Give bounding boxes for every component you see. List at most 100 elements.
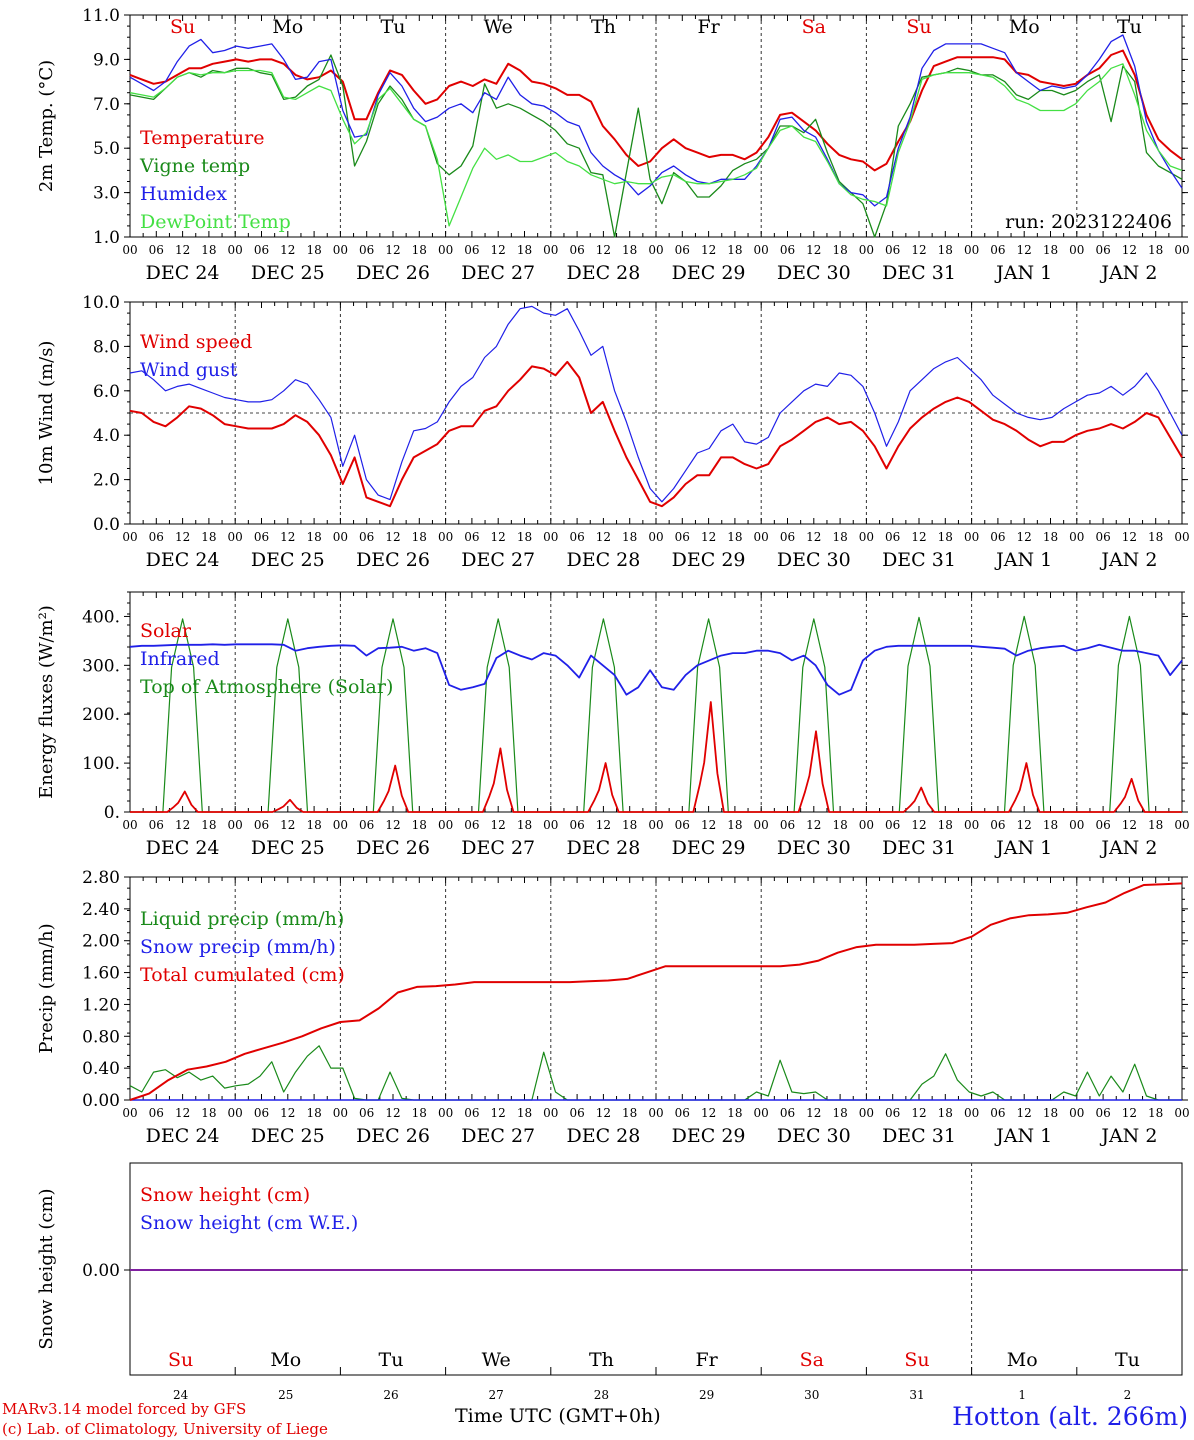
hour-tick-label: 18 [1148, 1106, 1163, 1120]
day-number: 24 [173, 1388, 189, 1402]
y-tick-label: 0.00 [82, 1091, 120, 1111]
credit-line-model: MARv3.14 model forced by GFS [2, 1400, 247, 1418]
day-name: Tu [1117, 16, 1142, 38]
hour-tick-label: 00 [228, 818, 243, 832]
hour-tick-label: 12 [1122, 1106, 1137, 1120]
day-name: Mo [272, 16, 303, 38]
hour-tick-label: 00 [754, 818, 769, 832]
hour-tick-label: 18 [938, 530, 953, 544]
hour-tick-label: 06 [254, 1106, 269, 1120]
hour-tick-label: 18 [727, 818, 742, 832]
date-label: DEC 29 [672, 549, 746, 571]
legend-entry: Solar [140, 620, 192, 642]
hour-tick-label: 00 [859, 243, 874, 257]
hour-tick-label: 06 [569, 818, 584, 832]
hour-tick-label: 06 [464, 530, 479, 544]
hour-tick-label: 12 [911, 1106, 926, 1120]
y-axis-label: 2m Temp. (°C) [36, 60, 57, 192]
day-number: 31 [909, 1388, 924, 1402]
hour-tick-label: 12 [175, 243, 190, 257]
legend-entry: Wind speed [140, 331, 252, 353]
series-line-dewpoint-temp [129, 63, 1183, 227]
date-label: JAN 1 [994, 262, 1052, 284]
legend-entry: Top of Atmosphere (Solar) [140, 676, 393, 698]
hour-tick-label: 06 [569, 530, 584, 544]
hour-tick-label: 18 [201, 818, 216, 832]
date-label: DEC 27 [461, 1125, 535, 1147]
hour-tick-label: 06 [1095, 818, 1110, 832]
hour-tick-label: 00 [122, 530, 137, 544]
y-tick-label: 400. [82, 607, 120, 627]
hour-tick-label: 06 [254, 818, 269, 832]
date-label: DEC 25 [251, 837, 325, 859]
date-label: JAN 2 [1099, 837, 1157, 859]
date-label: DEC 31 [882, 1125, 956, 1147]
hour-tick-label: 00 [122, 243, 137, 257]
day-name: Sa [800, 1349, 824, 1371]
date-label: DEC 29 [672, 262, 746, 284]
hour-tick-label: 00 [754, 530, 769, 544]
day-number: 28 [594, 1388, 609, 1402]
y-tick-label: 2.00 [82, 932, 120, 952]
date-label: JAN 1 [994, 549, 1052, 571]
y-tick-label: 10.0 [82, 293, 120, 313]
hour-tick-label: 12 [701, 243, 716, 257]
hour-tick-label: 00 [333, 818, 348, 832]
hour-tick-label: 06 [149, 1106, 164, 1120]
date-label: DEC 25 [251, 1125, 325, 1147]
hour-tick-label: 18 [938, 243, 953, 257]
y-tick-label: 3.0 [93, 184, 120, 204]
hour-tick-label: 18 [938, 1106, 953, 1120]
hour-tick-label: 18 [201, 530, 216, 544]
y-tick-label: 300. [82, 656, 120, 676]
hour-tick-label: 12 [175, 1106, 190, 1120]
date-label: DEC 24 [146, 549, 220, 571]
hour-tick-label: 12 [1017, 530, 1032, 544]
hour-tick-label: 00 [1069, 243, 1084, 257]
hour-tick-label: 12 [1017, 1106, 1032, 1120]
y-axis-label: Snow height (cm) [36, 1188, 57, 1349]
hour-tick-label: 18 [517, 243, 532, 257]
y-tick-label: 0.40 [82, 1059, 120, 1079]
date-label: DEC 31 [882, 549, 956, 571]
date-label: DEC 28 [566, 837, 640, 859]
hour-tick-label: 06 [149, 243, 164, 257]
day-name: Su [170, 16, 195, 38]
legend-entry: Snow height (cm W.E.) [140, 1212, 358, 1234]
hour-tick-label: 00 [1069, 818, 1084, 832]
hour-tick-label: 18 [1043, 530, 1058, 544]
hour-tick-label: 18 [517, 530, 532, 544]
day-name: Mo [1009, 16, 1040, 38]
y-tick-label: 1.60 [82, 964, 120, 984]
hour-tick-label: 18 [727, 530, 742, 544]
hour-tick-label: 18 [622, 530, 637, 544]
hour-tick-label: 18 [306, 243, 321, 257]
date-label: DEC 28 [566, 262, 640, 284]
date-label: JAN 1 [994, 1125, 1052, 1147]
y-tick-label: 8.0 [93, 337, 120, 357]
hour-tick-label: 00 [333, 1106, 348, 1120]
hour-tick-label: 18 [412, 243, 427, 257]
hour-tick-label: 00 [228, 243, 243, 257]
hour-tick-label: 00 [859, 530, 874, 544]
day-name: Su [906, 16, 931, 38]
hour-tick-label: 00 [228, 530, 243, 544]
hour-tick-label: 06 [990, 243, 1005, 257]
hour-tick-label: 12 [280, 818, 295, 832]
y-tick-label: 5.0 [93, 139, 120, 159]
station-name: Hotton (alt. 266m) [952, 1402, 1188, 1431]
y-tick-label: 4.0 [93, 426, 120, 446]
hour-tick-label: 00 [438, 818, 453, 832]
x-axis-title: Time UTC (GMT+0h) [455, 1405, 661, 1427]
hour-tick-label: 06 [149, 530, 164, 544]
day-name: Mo [1007, 1349, 1038, 1371]
hour-tick-label: 12 [491, 818, 506, 832]
legend-entry: Snow precip (mm/h) [140, 936, 336, 958]
date-label: JAN 2 [1099, 549, 1157, 571]
hour-tick-label: 18 [727, 243, 742, 257]
hour-tick-label: 12 [385, 818, 400, 832]
hour-tick-label: 06 [1095, 1106, 1110, 1120]
date-label: DEC 30 [777, 549, 851, 571]
hour-tick-label: 12 [911, 530, 926, 544]
